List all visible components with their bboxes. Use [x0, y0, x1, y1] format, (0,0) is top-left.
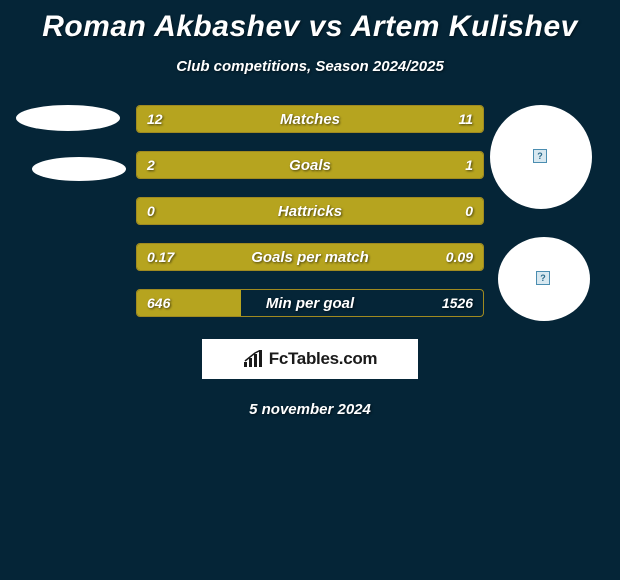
stat-label: Min per goal — [137, 290, 483, 316]
missing-image-icon: ? — [536, 271, 550, 285]
left-player-column — [8, 105, 136, 317]
right-player-column: ? ? — [484, 105, 612, 317]
content-region: 12 Matches 11 2 Goals 1 0 Hattricks 0 0.… — [0, 105, 620, 317]
stat-value-right: 0 — [465, 198, 473, 224]
stat-label: Hattricks — [137, 198, 483, 224]
stat-value-right: 11 — [458, 106, 473, 132]
stat-row-matches: 12 Matches 11 — [136, 105, 484, 133]
stats-bars: 12 Matches 11 2 Goals 1 0 Hattricks 0 0.… — [136, 105, 484, 317]
date-line: 5 november 2024 — [0, 401, 620, 418]
stat-label: Goals per match — [137, 244, 483, 270]
stat-label: Goals — [137, 152, 483, 178]
brand-chart-icon — [243, 350, 265, 368]
stat-value-right: 1526 — [442, 290, 473, 316]
stat-row-min-per-goal: 646 Min per goal 1526 — [136, 289, 484, 317]
brand-badge: FcTables.com — [202, 339, 418, 379]
stat-row-hattricks: 0 Hattricks 0 — [136, 197, 484, 225]
stat-row-goals: 2 Goals 1 — [136, 151, 484, 179]
brand-text: FcTables.com — [269, 349, 378, 369]
stat-value-right: 1 — [465, 152, 473, 178]
stat-row-goals-per-match: 0.17 Goals per match 0.09 — [136, 243, 484, 271]
missing-image-icon: ? — [533, 149, 547, 163]
subtitle: Club competitions, Season 2024/2025 — [0, 58, 620, 75]
player1-club-placeholder — [32, 157, 126, 181]
stat-value-right: 0.09 — [446, 244, 473, 270]
player1-avatar-placeholder — [16, 105, 120, 131]
page-title: Roman Akbashev vs Artem Kulishev — [0, 0, 620, 44]
stat-label: Matches — [137, 106, 483, 132]
